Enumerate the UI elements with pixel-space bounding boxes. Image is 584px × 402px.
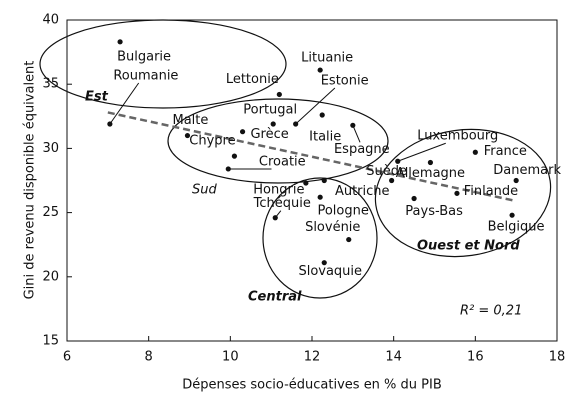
group-label: Central: [248, 290, 302, 305]
point-label: Roumanie: [113, 69, 178, 84]
point: [350, 122, 356, 128]
point: [272, 215, 278, 221]
y-tick-label: 35: [42, 77, 59, 92]
group-label: Est: [85, 90, 109, 105]
point: [317, 67, 323, 73]
x-tick-label: 14: [385, 350, 402, 365]
leader-line: [397, 142, 446, 162]
y-axis-label: Gini de revenu disponible équivalent: [23, 61, 38, 300]
point-label: Croatie: [259, 154, 306, 169]
x-tick-label: 10: [222, 350, 239, 365]
point-label: Malte: [173, 113, 209, 128]
point-label: Pologne: [317, 204, 368, 219]
point-label: Espagne: [334, 142, 390, 157]
leader-line: [352, 125, 361, 143]
point-label: Italie: [309, 130, 341, 145]
point-label: Estonie: [321, 74, 369, 89]
point: [225, 166, 231, 172]
point-label: Tchéquie: [253, 196, 311, 211]
point-label: Portugal: [243, 103, 297, 118]
group-ellipse: [167, 98, 389, 184]
point-label: Belgique: [488, 220, 545, 235]
point: [509, 212, 515, 218]
x-tick-label: 8: [145, 350, 153, 365]
point-label: Bulgarie: [117, 49, 171, 64]
point: [184, 132, 191, 139]
y-tick-label: 20: [42, 269, 59, 284]
leader-line: [109, 82, 140, 125]
point-label: Grèce: [250, 127, 288, 142]
group-label: Sud: [192, 183, 217, 198]
point: [389, 177, 395, 184]
point-label: Chypre: [189, 134, 235, 149]
point: [231, 153, 238, 159]
x-tick-label: 16: [467, 350, 484, 365]
x-tick-label: 6: [63, 350, 71, 365]
point: [293, 121, 299, 127]
y-tick-label: 30: [42, 141, 59, 156]
x-tick-label: 18: [549, 350, 566, 365]
point: [276, 91, 282, 98]
y-tick-label: 15: [42, 334, 59, 349]
point: [321, 260, 327, 266]
point-label: Allemagne: [396, 166, 465, 181]
trendline: [107, 111, 517, 203]
group-ellipse: [374, 128, 552, 258]
y-tick-label: 40: [42, 13, 59, 28]
point: [454, 190, 460, 196]
point-label: France: [484, 144, 527, 159]
point-label: Pays-Bas: [405, 204, 463, 219]
point: [513, 177, 519, 184]
annotation: R² = 0,21: [460, 304, 522, 319]
point: [321, 177, 327, 184]
point: [107, 121, 113, 127]
point-label: Finlande: [464, 184, 518, 199]
point: [117, 39, 123, 45]
point: [427, 159, 434, 166]
y-tick-label: 25: [42, 205, 59, 220]
group-ellipse: [39, 19, 287, 109]
point-label: Lettonie: [226, 72, 279, 87]
leader-line: [295, 87, 336, 125]
point: [319, 112, 325, 118]
point: [472, 149, 478, 155]
point: [411, 195, 417, 202]
point: [303, 180, 309, 186]
point-label: Slovénie: [305, 220, 360, 235]
point-label: Luxembourg: [417, 129, 498, 144]
point: [270, 121, 276, 127]
point-label: Autriche: [335, 184, 390, 199]
point: [317, 194, 323, 200]
point-label: Lituanie: [301, 51, 353, 66]
point-label: Danemark: [493, 163, 561, 178]
point: [346, 236, 352, 243]
point-label: Hongrie: [253, 183, 304, 198]
group-label: Ouest et Nord: [417, 239, 520, 254]
point-label: Suède: [366, 164, 407, 179]
point-label: Slovaquie: [298, 264, 362, 279]
x-axis-label: Dépenses socio-éducatives en % du PIB: [182, 378, 442, 393]
point: [239, 129, 246, 135]
x-tick-label: 12: [304, 350, 321, 365]
point: [395, 158, 401, 164]
group-ellipse: [262, 177, 378, 299]
